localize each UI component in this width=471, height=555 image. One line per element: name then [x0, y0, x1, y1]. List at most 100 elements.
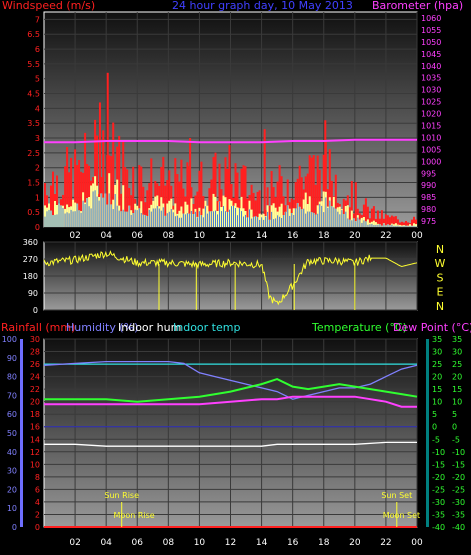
temperature-tick-right: -10: [452, 448, 465, 457]
avg-wind-bar: [323, 212, 325, 227]
gust-bar: [405, 221, 408, 227]
gust-bar: [182, 188, 185, 227]
gust-bar: [164, 185, 167, 227]
gust-bar: [318, 169, 321, 227]
avg-wind-bar: [245, 214, 246, 227]
gust-bar: [50, 185, 53, 227]
gust-bar: [386, 215, 389, 227]
gust-bar: [378, 218, 381, 227]
rain-tick-label: 2: [35, 510, 40, 519]
gust-bar: [399, 222, 402, 227]
temperature-tick-left: 25: [432, 360, 442, 369]
wind-tick-label: 4: [35, 104, 40, 113]
temperature-tick-right: 15: [452, 385, 462, 394]
avg-wind-bar: [86, 198, 88, 227]
avg-wind-bar: [152, 208, 154, 227]
moon-set-label: Moon Set: [383, 511, 420, 520]
barometer-tick-label: 1040: [421, 62, 441, 71]
avg-wind-bar: [345, 211, 347, 227]
avg-wind-bar: [333, 207, 335, 227]
gust-bar: [84, 132, 87, 227]
avg-wind-bar: [249, 209, 250, 227]
gust-bar: [278, 165, 281, 227]
temperature-marks: Sun Rise Sun Set Moon Rise Moon Set: [43, 360, 420, 528]
wind-tick-label: 0: [35, 223, 40, 232]
gust-bar: [362, 204, 365, 227]
avg-wind-bar: [98, 200, 100, 227]
avg-wind-bar: [383, 223, 385, 227]
avg-wind-bar: [110, 204, 112, 227]
barometer-tick-label: 1020: [421, 110, 441, 119]
avg-wind-bar: [381, 225, 383, 227]
avg-wind-bar: [204, 206, 206, 227]
gust-spike: [324, 120, 327, 227]
gust-bar: [268, 205, 271, 227]
gust-bar: [280, 176, 283, 227]
wind-tick-label: 6: [35, 45, 40, 54]
gust-bar: [415, 219, 418, 227]
barometer-tick-label: 1030: [421, 86, 441, 95]
avg-wind-bar: [190, 211, 192, 227]
avg-wind-bar: [192, 214, 194, 227]
avg-wind-bar: [146, 216, 148, 227]
temperature-tick-right: -30: [452, 498, 465, 507]
temperature-tick-right: -25: [452, 485, 465, 494]
avg-wind-bar: [391, 224, 393, 227]
x-tick-label: 18: [318, 231, 330, 241]
wind-bar: [90, 185, 93, 227]
barometer-tick-label: 1025: [421, 98, 441, 107]
wind-bar: [346, 205, 349, 227]
avg-wind-bar: [76, 203, 78, 227]
rain-tick-label: 10: [30, 460, 40, 469]
rain-tick-label: 8: [35, 473, 40, 482]
temperature-tick-left: -15: [432, 460, 445, 469]
avg-wind-bar: [363, 220, 365, 227]
avg-wind-bar: [60, 205, 62, 227]
gust-bar: [342, 198, 345, 227]
x-tick-label: 22: [380, 538, 391, 548]
avg-wind-bar: [156, 205, 158, 227]
avg-wind-bar: [116, 205, 118, 227]
avg-wind-bar: [283, 215, 285, 227]
gust-bar: [198, 170, 201, 227]
gust-bar: [126, 169, 129, 227]
wind-bar: [360, 217, 363, 227]
barometer-tick-label: 1010: [421, 133, 441, 142]
wind-bar: [116, 179, 119, 227]
avg-wind-bar: [58, 202, 60, 227]
avg-wind-bar: [375, 224, 377, 227]
avg-wind-bar: [112, 209, 114, 227]
wind-tick-label: 2.5: [27, 149, 40, 158]
wind-axis-label: Windspeed (m/s): [2, 0, 95, 12]
temperature-tick-right: -40: [452, 523, 465, 532]
avg-wind-bar: [100, 193, 102, 227]
x-tick-label: 10: [194, 231, 206, 241]
gust-bar: [298, 165, 301, 227]
avg-wind-bar: [415, 226, 417, 227]
avg-wind-bar: [285, 211, 287, 227]
gust-bar: [218, 163, 221, 227]
gust-bar: [300, 177, 303, 227]
gust-bar: [148, 183, 151, 227]
gust-bar: [118, 135, 121, 227]
temperature-tick-labels: 35302520151050-5-10-15-20-25-30-35-40353…: [2, 335, 465, 532]
avg-wind-bar: [74, 211, 76, 227]
avg-wind-bar: [367, 224, 369, 227]
avg-wind-bar: [407, 226, 409, 227]
gust-bar: [390, 215, 393, 227]
temperature-tick-right: 20: [452, 373, 462, 382]
avg-wind-bar: [315, 214, 317, 227]
wind-bar: [350, 210, 353, 227]
avg-wind-bar: [301, 209, 303, 227]
x-tick-label: 20: [349, 538, 361, 548]
gust-bar: [350, 181, 353, 227]
avg-wind-bar: [82, 200, 84, 227]
avg-wind-bar: [174, 216, 176, 227]
gust-bar: [102, 130, 105, 227]
avg-wind-bar: [166, 213, 168, 227]
gust-bar: [78, 160, 81, 227]
x-tick-label: 00: [411, 231, 423, 241]
gust-bar: [112, 122, 115, 227]
x-tick-label: 00: [411, 538, 423, 548]
